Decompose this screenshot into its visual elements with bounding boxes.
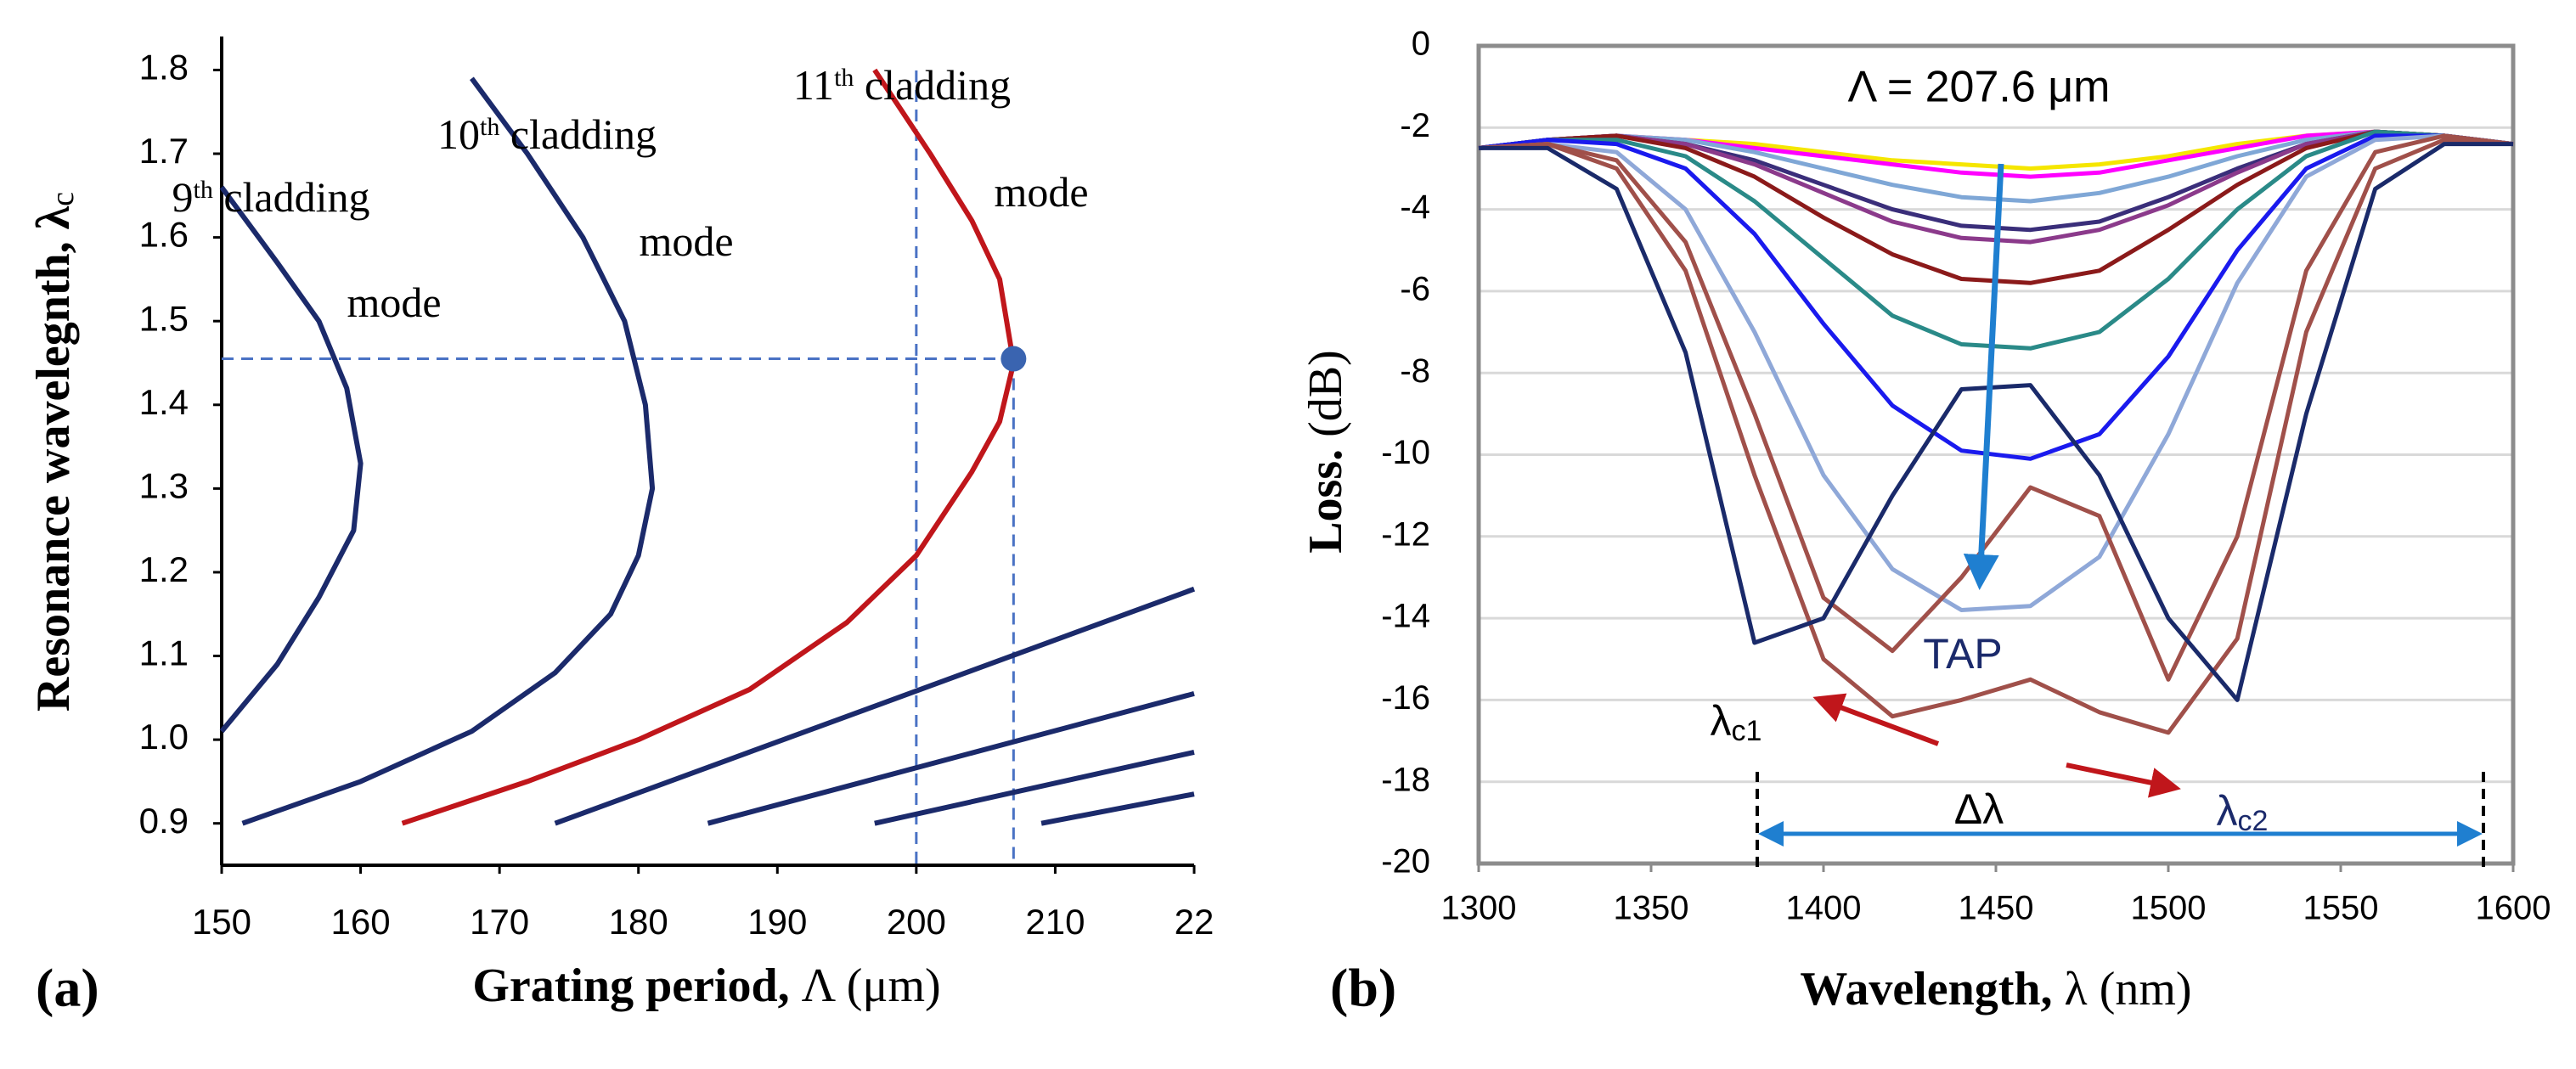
y-axis-title-part: c [45, 192, 81, 206]
annotation-part: λ [2217, 787, 2238, 835]
y-axis-title: Resonance wavelegnth, λc [27, 192, 81, 712]
x-tick-label: 1600 [2476, 890, 2551, 927]
data-line [1478, 133, 2514, 682]
annotation: λc2 [2217, 787, 2269, 837]
annotation: mode [994, 168, 1088, 216]
charts: 0.9 1.0 1.1 1.2 1.3 1.4 1.5 1.6 1.7 1.8 150 160 170 1… [27, 25, 2551, 1018]
x-axis-title-part: Grating period, [472, 959, 789, 1012]
y-axis-title-part: (dB) [1299, 350, 1352, 449]
x-tick-label: 170 [470, 902, 529, 942]
x-tick-label: 1550 [2303, 890, 2379, 927]
annotation-part: Δλ [1954, 785, 2004, 833]
annotation-part: th [193, 176, 212, 204]
y-axis-title-part: Loss. [1299, 449, 1352, 554]
data-line [401, 68, 1017, 826]
annotation-part: TAP [1923, 630, 2003, 678]
panel-label: (b) [1330, 958, 1396, 1018]
panel-label: (a) [36, 958, 99, 1018]
y-tick-label: 1.3 [139, 465, 189, 505]
annotation-part: 10 [437, 110, 480, 158]
data-line [1478, 138, 2514, 735]
annotation: mode [639, 217, 733, 265]
x-tick-label: 190 [747, 902, 807, 942]
y-axis-title-part: Resonance wavelegnth, λ [27, 205, 80, 712]
annotation: Δλ [1954, 785, 2004, 833]
y-tick-label: -20 [1381, 843, 1430, 881]
x-tick-label: 160 [331, 902, 391, 942]
shift-arrow-right [2066, 762, 2181, 798]
y-tick-label: -16 [1381, 679, 1430, 717]
x-tick-label: 1400 [1786, 890, 1862, 927]
y-tick-label: 0.9 [139, 801, 189, 841]
x-tick-label: 22 [1175, 902, 1215, 942]
data-line [241, 76, 656, 826]
annotation-part: mode [639, 217, 733, 265]
chart-title: Λ = 207.6 μm [1848, 63, 2111, 112]
y-tick-label: -6 [1400, 270, 1430, 307]
annotation: mode [347, 279, 441, 326]
data-line [874, 749, 1195, 826]
x-tick-label: 200 [887, 902, 946, 942]
y-tick-label: -2 [1400, 107, 1430, 144]
annotation-part: c1 [1732, 715, 1762, 747]
x-axis-title: Grating period, Λ (μm) [472, 959, 940, 1012]
y-tick-label: 1.6 [139, 215, 189, 255]
data-line [707, 691, 1195, 826]
y-tick-label: 1.4 [139, 382, 189, 422]
x-tick-label: 1450 [1959, 890, 2034, 927]
annotation-part: 11 [793, 61, 834, 109]
x-axis-title: Wavelength, λ (nm) [1800, 963, 2191, 1016]
data-line [1479, 142, 2513, 702]
y-tick-label: -10 [1381, 434, 1430, 471]
x-tick-label: 1350 [1614, 890, 1689, 927]
y-axis-title: Loss. (dB) [1299, 350, 1352, 554]
data-line [554, 586, 1196, 826]
x-axis-title-part: λ (nm) [2053, 963, 2192, 1016]
annotation: 9th cladding [172, 173, 369, 221]
annotation-arrows [1756, 163, 2485, 870]
annotation-part: th [480, 113, 499, 141]
x-tick-label: 1300 [1441, 890, 1517, 927]
y-tick-label: 1.0 [139, 717, 189, 757]
y-tick-label: -18 [1381, 761, 1430, 798]
x-tick-label: 150 [192, 902, 251, 942]
highlight-point [1001, 346, 1027, 372]
annotation-part: cladding [213, 173, 370, 221]
tap-arrow [1963, 163, 2004, 590]
x-axis-title-part: Λ (μm) [790, 959, 941, 1012]
data-line [1478, 133, 2514, 461]
annotation: 10th cladding [437, 110, 657, 158]
y-tick-label: -4 [1400, 188, 1430, 226]
y-tick-label: 1.7 [139, 131, 189, 171]
y-tick-label: -12 [1381, 515, 1430, 553]
annotation-part: λ [1711, 697, 1732, 745]
annotation-part: mode [994, 168, 1088, 216]
data-line [1478, 133, 2514, 612]
annotation-part: cladding [854, 61, 1011, 109]
y-tick-label: -14 [1381, 598, 1430, 635]
x-tick-label: 180 [609, 902, 668, 942]
y-tick-label: 1.1 [139, 633, 189, 673]
annotation-part: 9 [172, 173, 193, 221]
annotation: λc1 [1711, 697, 1762, 747]
shift-arrow-left [1812, 693, 1940, 746]
x-tick-label: 1500 [2131, 890, 2207, 927]
y-tick-label: 1.2 [139, 549, 189, 589]
annotation-part: cladding [499, 110, 657, 158]
y-tick-label: 1.8 [139, 48, 189, 87]
x-axis-title-part: Wavelength, [1800, 963, 2052, 1016]
data-line [1478, 129, 2514, 351]
plot-frame [1476, 43, 2516, 866]
annotation-part: th [834, 64, 854, 92]
y-tick-label: 1.5 [139, 298, 189, 338]
y-tick-label: -8 [1400, 352, 1430, 390]
annotation: TAP [1923, 630, 2003, 678]
annotation: 11th cladding [793, 61, 1011, 109]
annotation-part: mode [347, 279, 441, 326]
y-tick-label: 0 [1412, 25, 1430, 63]
x-tick-label: 210 [1025, 902, 1085, 942]
data-line [219, 185, 364, 734]
data-line [1040, 791, 1195, 826]
